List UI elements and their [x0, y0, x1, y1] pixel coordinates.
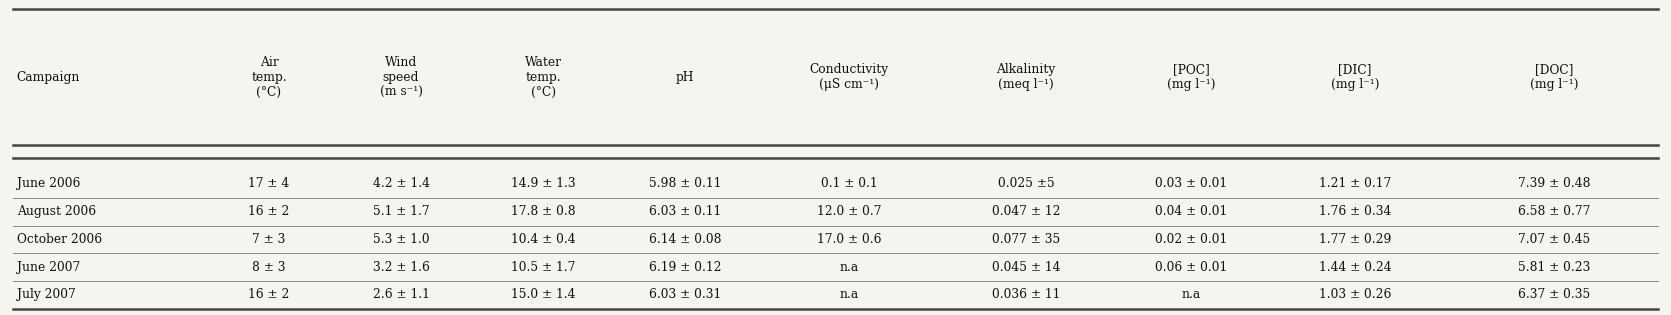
Text: n.a: n.a: [839, 288, 859, 301]
Text: 0.06 ± 0.01: 0.06 ± 0.01: [1155, 261, 1228, 274]
Text: 10.4 ± 0.4: 10.4 ± 0.4: [511, 233, 575, 246]
Text: 2.6 ± 1.1: 2.6 ± 1.1: [373, 288, 429, 301]
Text: Campaign: Campaign: [17, 71, 80, 84]
Text: August 2006: August 2006: [17, 205, 95, 218]
Text: 0.04 ± 0.01: 0.04 ± 0.01: [1155, 205, 1228, 218]
Text: 16 ± 2: 16 ± 2: [249, 205, 289, 218]
Text: 0.1 ± 0.1: 0.1 ± 0.1: [820, 177, 877, 191]
Text: 12.0 ± 0.7: 12.0 ± 0.7: [817, 205, 881, 218]
Text: 1.21 ± 0.17: 1.21 ± 0.17: [1318, 177, 1392, 191]
Text: Conductivity
(μS cm⁻¹): Conductivity (μS cm⁻¹): [809, 63, 889, 91]
Text: [DIC]
(mg l⁻¹): [DIC] (mg l⁻¹): [1330, 63, 1380, 91]
Text: 7.39 ± 0.48: 7.39 ± 0.48: [1517, 177, 1591, 191]
Text: Alkalinity
(meq l⁻¹): Alkalinity (meq l⁻¹): [996, 63, 1056, 91]
Text: Water
temp.
(°C): Water temp. (°C): [525, 56, 561, 99]
Text: 17.0 ± 0.6: 17.0 ± 0.6: [817, 233, 881, 246]
Text: 8 ± 3: 8 ± 3: [252, 261, 286, 274]
Text: 5.1 ± 1.7: 5.1 ± 1.7: [373, 205, 429, 218]
Text: 1.76 ± 0.34: 1.76 ± 0.34: [1318, 205, 1392, 218]
Text: 17.8 ± 0.8: 17.8 ± 0.8: [511, 205, 575, 218]
Text: 0.036 ± 11: 0.036 ± 11: [993, 288, 1059, 301]
Text: June 2006: June 2006: [17, 177, 80, 191]
Text: 7.07 ± 0.45: 7.07 ± 0.45: [1517, 233, 1591, 246]
Text: 7 ± 3: 7 ± 3: [252, 233, 286, 246]
Text: 0.03 ± 0.01: 0.03 ± 0.01: [1155, 177, 1228, 191]
Text: October 2006: October 2006: [17, 233, 102, 246]
Text: 0.025 ±5: 0.025 ±5: [998, 177, 1054, 191]
Text: Wind
speed
(m s⁻¹): Wind speed (m s⁻¹): [379, 56, 423, 99]
Text: Air
temp.
(°C): Air temp. (°C): [251, 56, 287, 99]
Text: 6.14 ± 0.08: 6.14 ± 0.08: [648, 233, 722, 246]
Text: [POC]
(mg l⁻¹): [POC] (mg l⁻¹): [1166, 63, 1216, 91]
Text: 6.03 ± 0.31: 6.03 ± 0.31: [648, 288, 722, 301]
Text: 3.2 ± 1.6: 3.2 ± 1.6: [373, 261, 429, 274]
Text: June 2007: June 2007: [17, 261, 80, 274]
Text: 6.37 ± 0.35: 6.37 ± 0.35: [1517, 288, 1591, 301]
Text: pH: pH: [675, 71, 695, 84]
Text: 6.58 ± 0.77: 6.58 ± 0.77: [1517, 205, 1591, 218]
Text: 10.5 ± 1.7: 10.5 ± 1.7: [511, 261, 575, 274]
Text: 17 ± 4: 17 ± 4: [249, 177, 289, 191]
Text: n.a: n.a: [839, 261, 859, 274]
Text: 5.98 ± 0.11: 5.98 ± 0.11: [648, 177, 722, 191]
Text: 0.02 ± 0.01: 0.02 ± 0.01: [1155, 233, 1228, 246]
Text: 0.047 ± 12: 0.047 ± 12: [993, 205, 1059, 218]
Text: 6.03 ± 0.11: 6.03 ± 0.11: [648, 205, 722, 218]
Text: 14.9 ± 1.3: 14.9 ± 1.3: [511, 177, 575, 191]
Text: [DOC]
(mg l⁻¹): [DOC] (mg l⁻¹): [1529, 63, 1579, 91]
Text: July 2007: July 2007: [17, 288, 75, 301]
Text: n.a: n.a: [1181, 288, 1201, 301]
Text: 16 ± 2: 16 ± 2: [249, 288, 289, 301]
Text: 6.19 ± 0.12: 6.19 ± 0.12: [648, 261, 722, 274]
Text: 5.3 ± 1.0: 5.3 ± 1.0: [373, 233, 429, 246]
Text: 4.2 ± 1.4: 4.2 ± 1.4: [373, 177, 429, 191]
Text: 0.077 ± 35: 0.077 ± 35: [993, 233, 1059, 246]
Text: 1.03 ± 0.26: 1.03 ± 0.26: [1318, 288, 1392, 301]
Text: 15.0 ± 1.4: 15.0 ± 1.4: [511, 288, 575, 301]
Text: 0.045 ± 14: 0.045 ± 14: [993, 261, 1059, 274]
Text: 1.77 ± 0.29: 1.77 ± 0.29: [1318, 233, 1392, 246]
Text: 1.44 ± 0.24: 1.44 ± 0.24: [1318, 261, 1392, 274]
Text: 5.81 ± 0.23: 5.81 ± 0.23: [1517, 261, 1591, 274]
